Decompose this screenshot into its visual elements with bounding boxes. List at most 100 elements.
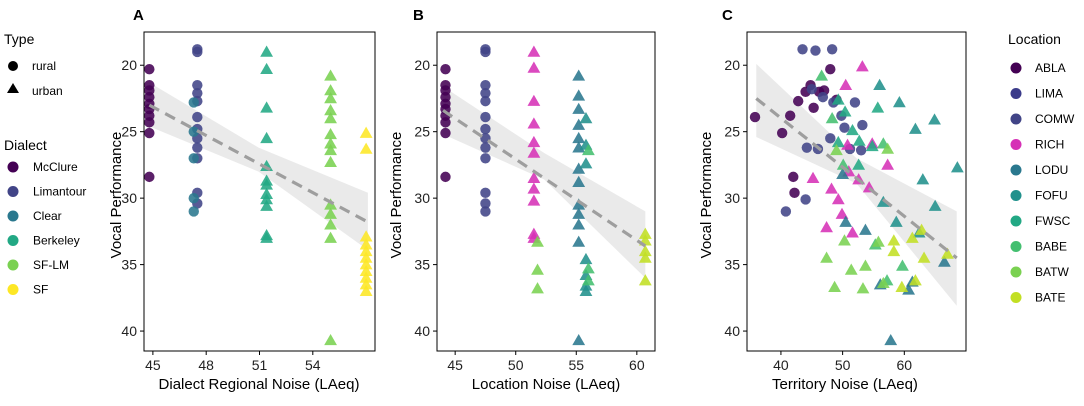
data-point — [896, 259, 909, 271]
data-point — [527, 61, 541, 73]
legend-type-rural-label: rural — [32, 59, 56, 73]
data-point — [852, 158, 866, 170]
data-point — [857, 119, 868, 131]
legend-type-urban-symbol — [7, 83, 19, 93]
confidence-band — [149, 82, 368, 250]
data-point — [855, 145, 867, 156]
data-point — [846, 123, 859, 136]
x-tick-label: 45 — [447, 357, 463, 373]
y-tick-label: 25 — [121, 124, 137, 140]
data-point — [825, 133, 836, 144]
data-point — [789, 187, 800, 199]
data-point — [440, 117, 451, 128]
data-point — [938, 255, 951, 267]
data-point — [884, 333, 898, 346]
data-point — [581, 262, 595, 274]
data-point — [826, 44, 838, 55]
x-tick-label: 50 — [508, 357, 524, 373]
data-point — [480, 46, 491, 58]
data-point — [324, 127, 337, 140]
data-point — [909, 122, 922, 134]
data-point — [324, 104, 337, 116]
panel-a: A Vocal Performance Dialect Regional Noi… — [108, 7, 376, 393]
data-point — [480, 206, 491, 217]
data-point — [359, 251, 373, 263]
data-point — [831, 93, 845, 105]
data-point — [188, 97, 199, 108]
data-point — [839, 122, 850, 133]
data-point — [859, 223, 872, 235]
data-point — [825, 111, 839, 124]
legend-location-swatch — [1010, 190, 1022, 201]
data-point — [828, 280, 841, 292]
data-point — [810, 45, 821, 56]
trend-line — [148, 103, 369, 224]
data-point — [881, 158, 895, 170]
data-point — [324, 92, 337, 104]
data-point — [572, 102, 586, 114]
y-tick-label: 40 — [724, 323, 740, 339]
x-tick-label: 54 — [305, 357, 321, 373]
data-point — [572, 333, 586, 346]
data-point — [572, 218, 586, 230]
legend-location-label: LODU — [1035, 163, 1068, 177]
data-point — [852, 134, 866, 146]
data-point — [260, 199, 274, 211]
data-point — [144, 64, 155, 75]
data-point — [638, 274, 652, 286]
legend-location-label: FOFU — [1035, 189, 1068, 203]
data-point — [192, 79, 203, 91]
data-point — [572, 175, 586, 187]
data-point — [359, 142, 373, 154]
y-tick-label: 35 — [724, 257, 740, 273]
data-point — [797, 44, 808, 55]
confidence-band — [443, 86, 646, 278]
data-point — [831, 135, 845, 148]
legend-location-label: ABLA — [1035, 61, 1066, 75]
data-point — [909, 274, 922, 286]
data-point — [531, 263, 544, 275]
data-point — [324, 111, 337, 124]
data-point — [188, 206, 199, 217]
data-point — [572, 198, 586, 210]
legend-location-label: COMW — [1035, 112, 1075, 126]
legend-dialect-swatch — [7, 235, 19, 246]
data-point — [192, 142, 203, 153]
data-point — [324, 84, 337, 96]
data-point — [928, 113, 941, 125]
data-point — [865, 139, 879, 152]
data-point — [192, 111, 203, 123]
data-point — [950, 161, 964, 173]
data-point — [872, 235, 885, 247]
y-tick-label: 20 — [724, 57, 740, 73]
data-point — [188, 192, 199, 204]
legend-location-swatch — [1010, 88, 1022, 99]
data-point — [905, 231, 919, 243]
data-point — [889, 215, 903, 227]
legend-type-rural-symbol — [8, 61, 18, 71]
legend-location-label: FWSC — [1035, 214, 1071, 228]
data-point — [359, 238, 373, 250]
data-point — [579, 252, 593, 265]
data-point — [638, 227, 652, 239]
data-point — [527, 171, 541, 184]
data-point — [359, 271, 373, 283]
trend-line — [442, 109, 647, 248]
confidence-band — [756, 63, 957, 306]
data-point — [849, 97, 861, 108]
x-tick-label: 50 — [835, 357, 851, 373]
data-point — [835, 207, 849, 219]
legend-dialect-swatch — [7, 284, 19, 295]
legend-location-swatch — [1010, 62, 1022, 74]
data-point — [480, 187, 491, 199]
legend-location-label: BABE — [1035, 240, 1067, 254]
data-point — [638, 244, 652, 257]
data-point — [480, 123, 491, 135]
data-point — [188, 153, 199, 164]
data-point — [881, 142, 895, 154]
legend-dialect-label: Berkeley — [33, 234, 80, 248]
data-point — [776, 127, 788, 139]
data-point — [359, 230, 373, 242]
y-tick-label: 30 — [724, 190, 740, 206]
data-point — [480, 142, 491, 153]
